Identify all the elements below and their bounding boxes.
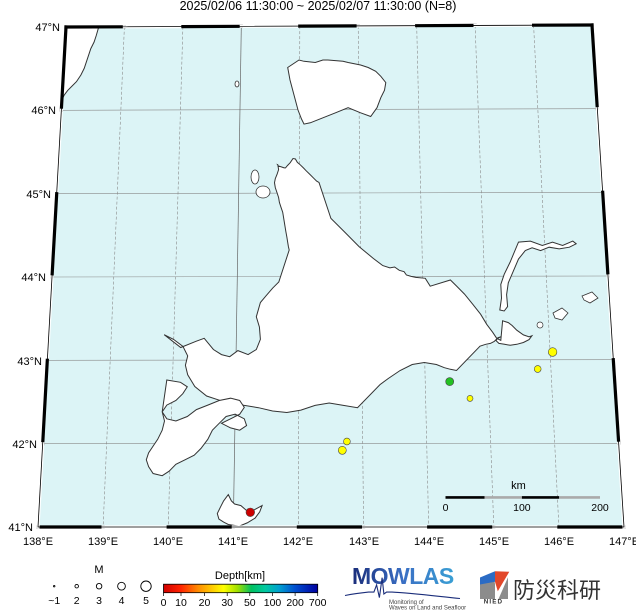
svg-text:144°E: 144°E <box>414 536 444 548</box>
svg-text:138°E: 138°E <box>23 536 53 548</box>
svg-text:146°E: 146°E <box>544 536 574 548</box>
svg-text:47°N: 47°N <box>35 22 60 34</box>
svg-text:5: 5 <box>143 595 149 607</box>
svg-text:~1: ~1 <box>48 595 60 607</box>
svg-text:46°N: 46°N <box>31 105 56 117</box>
svg-text:147°E: 147°E <box>609 536 636 548</box>
svg-text:41°N: 41°N <box>8 522 33 534</box>
svg-text:M: M <box>94 564 103 576</box>
svg-text:km: km <box>511 480 526 492</box>
svg-text:20: 20 <box>199 597 211 609</box>
svg-text:200: 200 <box>591 502 609 514</box>
svg-text:0: 0 <box>161 597 167 609</box>
svg-text:143°E: 143°E <box>349 536 379 548</box>
svg-text:MOWLAS: MOWLAS <box>352 563 454 589</box>
svg-text:45°N: 45°N <box>26 189 51 201</box>
svg-text:140°E: 140°E <box>153 536 183 548</box>
svg-text:42°N: 42°N <box>12 439 37 451</box>
svg-text:0: 0 <box>443 502 449 514</box>
svg-text:Depth[km]: Depth[km] <box>215 570 265 582</box>
svg-text:2: 2 <box>74 595 80 607</box>
svg-text:50: 50 <box>244 597 256 609</box>
svg-text:4: 4 <box>119 595 125 607</box>
svg-text:NIED: NIED <box>484 599 503 606</box>
svg-text:141°E: 141°E <box>218 536 248 548</box>
svg-text:防災科研: 防災科研 <box>513 578 601 603</box>
svg-text:700: 700 <box>309 597 327 609</box>
svg-text:100: 100 <box>513 502 531 514</box>
svg-text:2025/02/06 11:30:00 ~ 2025/02/: 2025/02/06 11:30:00 ~ 2025/02/07 11:30:0… <box>180 0 457 13</box>
svg-text:10: 10 <box>175 597 187 609</box>
svg-text:43°N: 43°N <box>17 356 42 368</box>
svg-text:145°E: 145°E <box>479 536 509 548</box>
svg-text:30: 30 <box>221 597 233 609</box>
svg-text:139°E: 139°E <box>88 536 118 548</box>
svg-text:100: 100 <box>264 597 282 609</box>
svg-text:3: 3 <box>96 595 102 607</box>
svg-text:44°N: 44°N <box>21 272 46 284</box>
svg-text:200: 200 <box>286 597 304 609</box>
svg-text:142°E: 142°E <box>283 536 313 548</box>
svg-text:Waves on Land and Seafloor: Waves on Land and Seafloor <box>389 606 466 611</box>
